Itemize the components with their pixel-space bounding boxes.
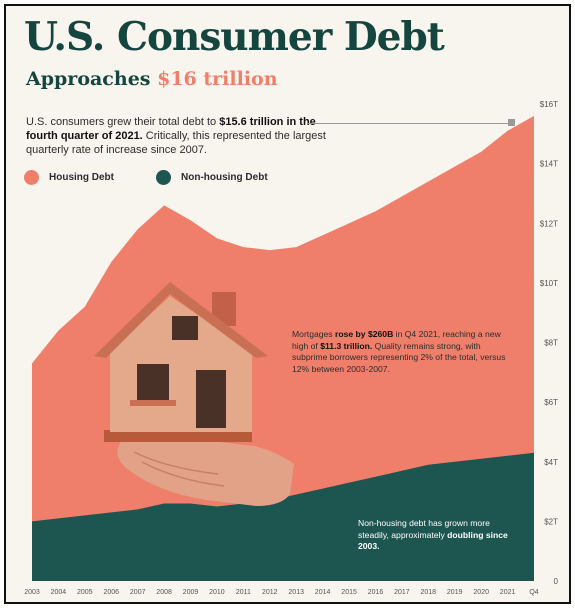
- mortgage-text-2: in Q4 2021, reaching a new high of: [292, 329, 501, 351]
- y-tick-label: $12T: [540, 219, 558, 228]
- x-tick-label: 2021: [500, 589, 516, 596]
- nonhousing-debt-area: [32, 452, 534, 581]
- x-tick-label: 2008: [156, 589, 172, 596]
- legend-label-housing: Housing Debt: [49, 172, 114, 183]
- subtitle-prefix: Approaches: [26, 68, 151, 90]
- infographic-frame: 2003 2004 2005 2006 2007 2008 2009 2010 2011 2012…: [4, 4, 571, 604]
- legend-label-nonhousing: Non-housing Debt: [181, 172, 268, 183]
- intro-leader-line: [307, 123, 510, 124]
- x-tick-label: 2014: [315, 589, 331, 596]
- mortgage-text-3: Quality remains strong, with subprime bo…: [292, 340, 506, 374]
- y-tick-label: $2T: [544, 517, 558, 526]
- nonhousing-bold-1: doubling since 2003.: [358, 529, 508, 552]
- x-tick-label: 2005: [77, 589, 93, 596]
- legend-item-housing: Housing Debt: [24, 170, 114, 185]
- x-tick-label: 2006: [104, 589, 120, 596]
- x-tick-label: 2015: [341, 589, 357, 596]
- y-tick-label: $14T: [540, 160, 558, 169]
- chart-title: U.S. Consumer Debt: [24, 14, 445, 60]
- nonhousing-annotation: Non-housing debt has grown more steadily…: [358, 518, 518, 553]
- x-tick-label: 2012: [262, 589, 278, 596]
- subtitle-highlight: $16 trillion: [157, 68, 278, 90]
- x-tick-label: 2016: [368, 589, 384, 596]
- mortgage-bold-2: $11.3 trillion.: [320, 340, 373, 351]
- y-tick-label: $10T: [540, 279, 558, 288]
- housing-swatch: [24, 170, 39, 185]
- mortgage-annotation: Mortgages rose by $260B in Q4 2021, reac…: [292, 329, 510, 375]
- x-tick-label: 2011: [236, 589, 251, 596]
- debt-area-chart: 2003 2004 2005 2006 2007 2008 2009 2010 2011 2012…: [24, 100, 559, 596]
- intro-part-1: U.S. consumers grew their total debt to: [26, 116, 220, 128]
- x-tick-label: 2013: [288, 589, 304, 596]
- x-tick-label: 2019: [447, 589, 463, 596]
- x-tick-label: 2020: [473, 589, 489, 596]
- nonhousing-text-1: Non-housing debt has grown more steadily…: [358, 518, 490, 540]
- x-tick-label: 2004: [51, 589, 67, 596]
- intro-leader-marker: [508, 119, 515, 126]
- house-on-hand-illustration: [94, 282, 294, 506]
- x-tick-label: 2003: [24, 589, 40, 596]
- intro-bold: $15.6 trillion in the fourth quarter of …: [26, 116, 316, 142]
- y-tick-label: $6T: [544, 398, 558, 407]
- y-axis-ticks: 0 $2T $4T $6T $8T $10T $12T $14T $16T: [540, 100, 559, 586]
- intro-part-2: Critically, this represented the largest…: [26, 130, 326, 156]
- y-tick-label: $8T: [544, 339, 558, 348]
- mortgage-bold-1: rose by $260B: [335, 329, 394, 339]
- x-tick-label: 2010: [209, 589, 225, 596]
- chart-subtitle: Approaches $16 trillion: [26, 68, 278, 90]
- x-tick-label: 2009: [183, 589, 199, 596]
- x-tick-label: 2007: [130, 589, 146, 596]
- x-tick-label: 2017: [394, 589, 410, 596]
- mortgage-text-1: Mortgages: [292, 329, 335, 339]
- intro-text: U.S. consumers grew their total debt to …: [26, 115, 326, 157]
- x-axis-ticks: 2003 2004 2005 2006 2007 2008 2009 2010 2011 2012…: [24, 589, 539, 596]
- y-tick-label: $16T: [540, 100, 558, 109]
- x-tick-label: 2018: [421, 589, 437, 596]
- y-tick-label: $4T: [544, 458, 558, 467]
- legend-item-nonhousing: Non-housing Debt: [156, 170, 268, 185]
- x-tick-label: Q4: [529, 589, 538, 596]
- nonhousing-swatch: [156, 170, 171, 185]
- y-tick-label: 0: [554, 577, 559, 586]
